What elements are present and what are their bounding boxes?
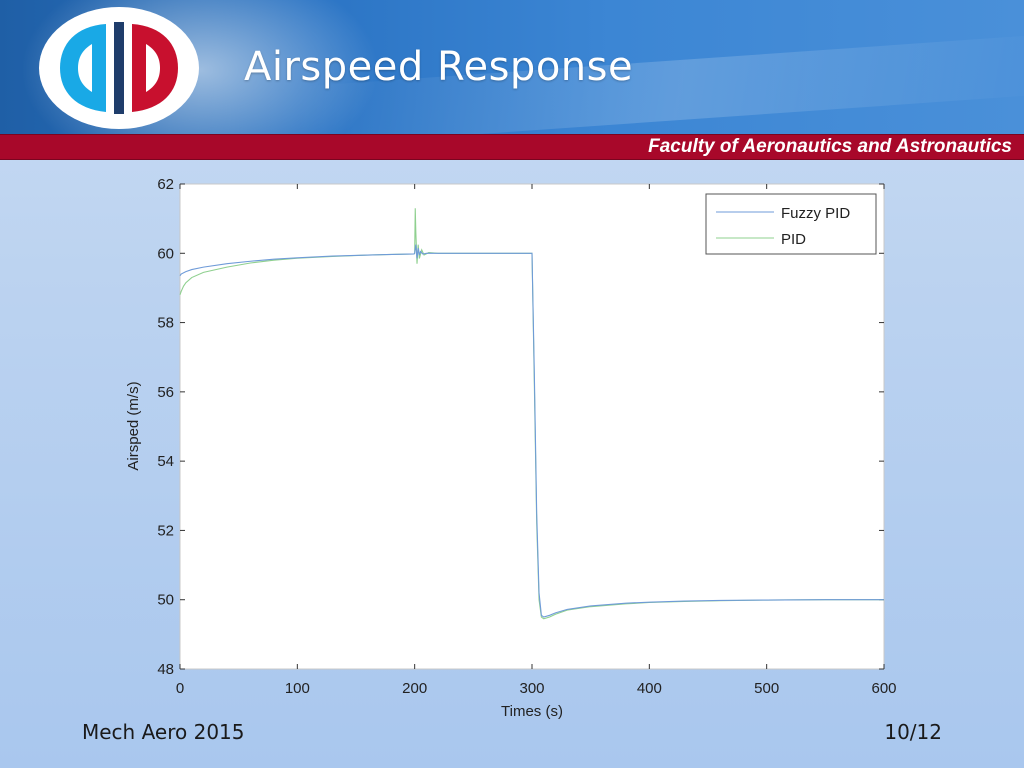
page-title: Airspeed Response	[244, 44, 634, 90]
x-tick-label: 200	[402, 680, 427, 697]
y-axis-label: Airsped (m/s)	[125, 381, 142, 470]
y-tick-label: 56	[157, 384, 174, 401]
y-tick-label: 48	[157, 661, 174, 678]
legend-label-pid: PID	[781, 231, 806, 248]
footer-conference: Mech Aero 2015	[82, 720, 245, 744]
x-tick-label: 500	[754, 680, 779, 697]
x-tick-label: 300	[519, 680, 544, 697]
series-group	[179, 208, 884, 620]
x-tick-label: 100	[285, 680, 310, 697]
page-number: 10/12	[884, 720, 942, 744]
x-axis-label: Times (s)	[501, 703, 563, 720]
y-tick-label: 50	[157, 592, 174, 609]
y-tick-label: 62	[157, 176, 174, 193]
x-tick-label: 600	[871, 680, 896, 697]
legend: Fuzzy PID PID	[705, 193, 877, 255]
y-tick-label: 60	[157, 245, 174, 262]
university-logo-icon	[39, 7, 199, 129]
x-tick-label: 400	[637, 680, 662, 697]
airspeed-chart: 0 100 200 300 400 500 600 48 50 52 54 56 58 60 62 Time…	[125, 176, 897, 720]
y-tick-label: 58	[157, 315, 174, 332]
axis-ticks: 0 100 200 300 400 500 600 48 50 52 54 56 58 60 62	[157, 176, 896, 697]
faculty-name: Faculty of Aeronautics and Astronautics	[648, 136, 1012, 157]
y-tick-label: 52	[157, 522, 174, 539]
legend-box	[705, 193, 877, 255]
slide-header: Airspeed Response	[0, 0, 1024, 134]
legend-label-fuzzy-pid: Fuzzy PID	[781, 205, 850, 222]
series-line-fuzzy-pid	[179, 244, 884, 618]
y-tick-label: 54	[157, 453, 174, 470]
x-tick-label: 0	[176, 680, 184, 697]
faculty-band: Faculty of Aeronautics and Astronautics	[0, 134, 1024, 160]
